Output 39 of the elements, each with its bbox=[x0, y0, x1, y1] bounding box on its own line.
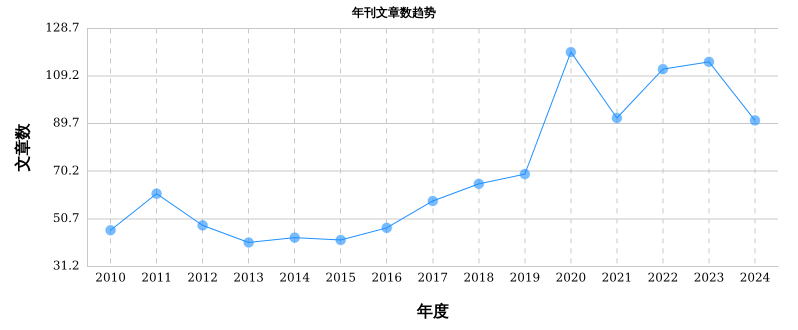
x-tick-label: 2017 bbox=[418, 270, 448, 285]
x-tick-label: 2010 bbox=[95, 270, 126, 285]
point bbox=[749, 114, 760, 126]
x-tick-label: 2020 bbox=[556, 270, 586, 285]
point bbox=[519, 168, 530, 180]
point bbox=[473, 178, 484, 190]
y-tick-label: 70.2 bbox=[52, 163, 80, 178]
y-tick-label: 50.7 bbox=[52, 210, 80, 225]
x-tick-label: 2022 bbox=[648, 270, 678, 285]
point bbox=[381, 222, 392, 234]
point bbox=[289, 232, 300, 244]
x-tick-label: 2024 bbox=[740, 270, 771, 285]
point bbox=[197, 220, 208, 231]
y-axis-title: 文章数 bbox=[12, 122, 32, 172]
y-tick-label: 128.7 bbox=[45, 20, 80, 35]
x-tick-label: 2016 bbox=[371, 270, 402, 285]
y-tick-label: 89.7 bbox=[52, 116, 80, 130]
y-tick-label: 31.2 bbox=[52, 258, 80, 273]
x-tick-label: 2011 bbox=[141, 270, 172, 285]
x-tick-label: 2021 bbox=[602, 270, 632, 285]
point bbox=[151, 188, 162, 200]
x-tick-label: 2018 bbox=[464, 270, 494, 285]
point bbox=[611, 112, 622, 124]
point bbox=[335, 234, 346, 246]
y-tick-label: 109.2 bbox=[45, 68, 80, 82]
chart-title: 年刊文章数趋势 bbox=[351, 5, 436, 20]
x-tick-label: 2015 bbox=[325, 270, 356, 285]
point bbox=[565, 46, 576, 58]
point bbox=[243, 236, 254, 248]
point bbox=[427, 195, 438, 206]
point bbox=[105, 224, 116, 236]
point bbox=[703, 56, 714, 68]
x-tick-label: 2012 bbox=[187, 270, 218, 285]
x-tick-label: 2013 bbox=[233, 270, 264, 285]
x-axis-title: 年度 bbox=[416, 302, 449, 321]
point bbox=[657, 64, 668, 75]
x-tick-label: 2023 bbox=[694, 270, 724, 285]
x-tick-label: 2014 bbox=[279, 270, 310, 285]
x-tick-label: 2019 bbox=[510, 270, 540, 285]
